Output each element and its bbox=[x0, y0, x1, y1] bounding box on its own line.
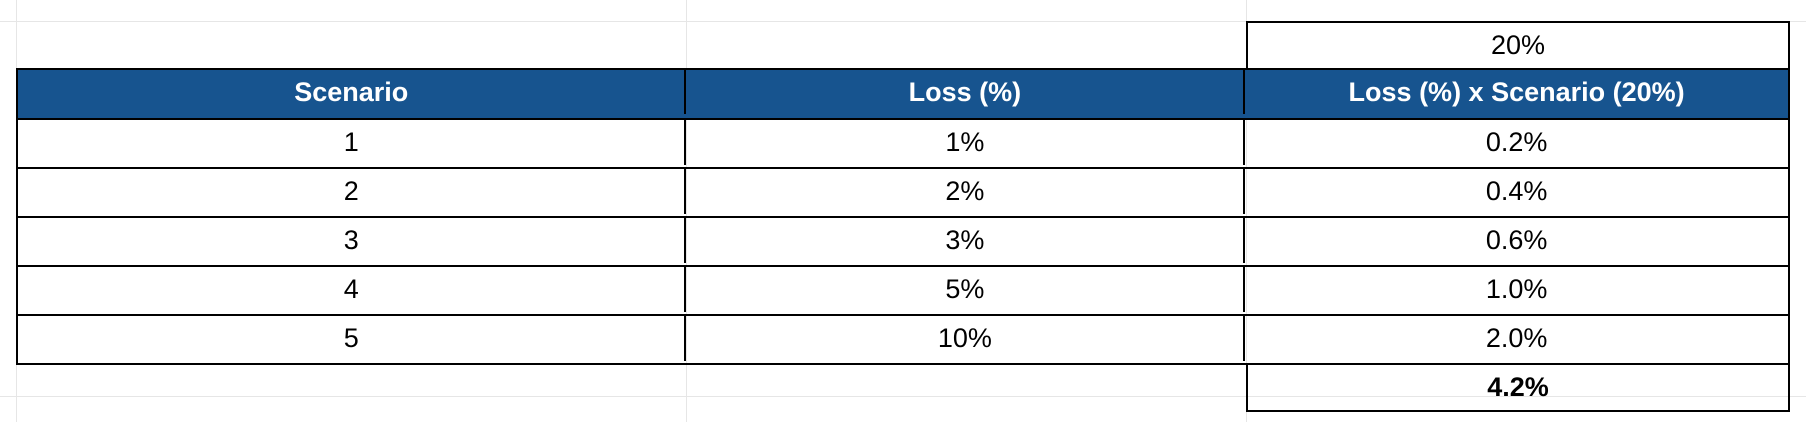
header-scenario[interactable]: Scenario bbox=[18, 70, 687, 114]
loss-cell[interactable]: 3% bbox=[686, 218, 1246, 263]
gridline bbox=[1246, 0, 1247, 422]
scenario-cell[interactable]: 4 bbox=[18, 267, 687, 312]
weighted-loss-cell[interactable]: 1.0% bbox=[1485, 274, 1548, 304]
header-row: Scenario Loss (%) Loss (%) x Scenario (2… bbox=[16, 68, 1790, 120]
gridline bbox=[0, 21, 1806, 22]
weighted-loss-cell[interactable]: 2.0% bbox=[1485, 323, 1548, 353]
total-row: 4.2% bbox=[16, 365, 1790, 412]
table-row: 5 10% 2.0% bbox=[16, 316, 1790, 365]
empty-cell[interactable] bbox=[16, 365, 686, 412]
empty-cell[interactable] bbox=[686, 21, 1246, 68]
gridline bbox=[686, 0, 687, 422]
scenario-cell[interactable]: 3 bbox=[18, 218, 687, 263]
loss-cell[interactable]: 2% bbox=[686, 169, 1246, 214]
table-row: 4 5% 1.0% bbox=[16, 267, 1790, 316]
table-row: 2 2% 0.4% bbox=[16, 169, 1790, 218]
total-cell[interactable]: 4.2% bbox=[1246, 365, 1790, 412]
scenario-cell[interactable]: 1 bbox=[18, 120, 687, 165]
weighted-loss-cell[interactable]: 0.2% bbox=[1485, 127, 1548, 157]
weighted-loss-cell[interactable]: 0.6% bbox=[1485, 225, 1548, 255]
gridline bbox=[0, 396, 1806, 397]
spreadsheet-table: 20% Scenario Loss (%) Loss (%) x Scenari… bbox=[16, 21, 1790, 412]
table-row: 1 1% 0.2% bbox=[16, 120, 1790, 169]
factor-cell[interactable]: 20% bbox=[1246, 21, 1790, 68]
weighted-loss-cell[interactable]: 0.4% bbox=[1485, 176, 1548, 206]
header-weighted-loss[interactable]: Loss (%) x Scenario (20%) bbox=[1348, 76, 1685, 107]
empty-cell[interactable] bbox=[686, 365, 1246, 412]
scenario-cell[interactable]: 5 bbox=[18, 316, 687, 361]
loss-cell[interactable]: 5% bbox=[686, 267, 1246, 312]
factor-row: 20% bbox=[16, 21, 1790, 68]
table-row: 3 3% 0.6% bbox=[16, 218, 1790, 267]
scenario-cell[interactable]: 2 bbox=[18, 169, 687, 214]
header-loss[interactable]: Loss (%) bbox=[686, 70, 1246, 114]
empty-cell[interactable] bbox=[16, 21, 686, 68]
loss-cell[interactable]: 10% bbox=[686, 316, 1246, 361]
loss-cell[interactable]: 1% bbox=[686, 120, 1246, 165]
